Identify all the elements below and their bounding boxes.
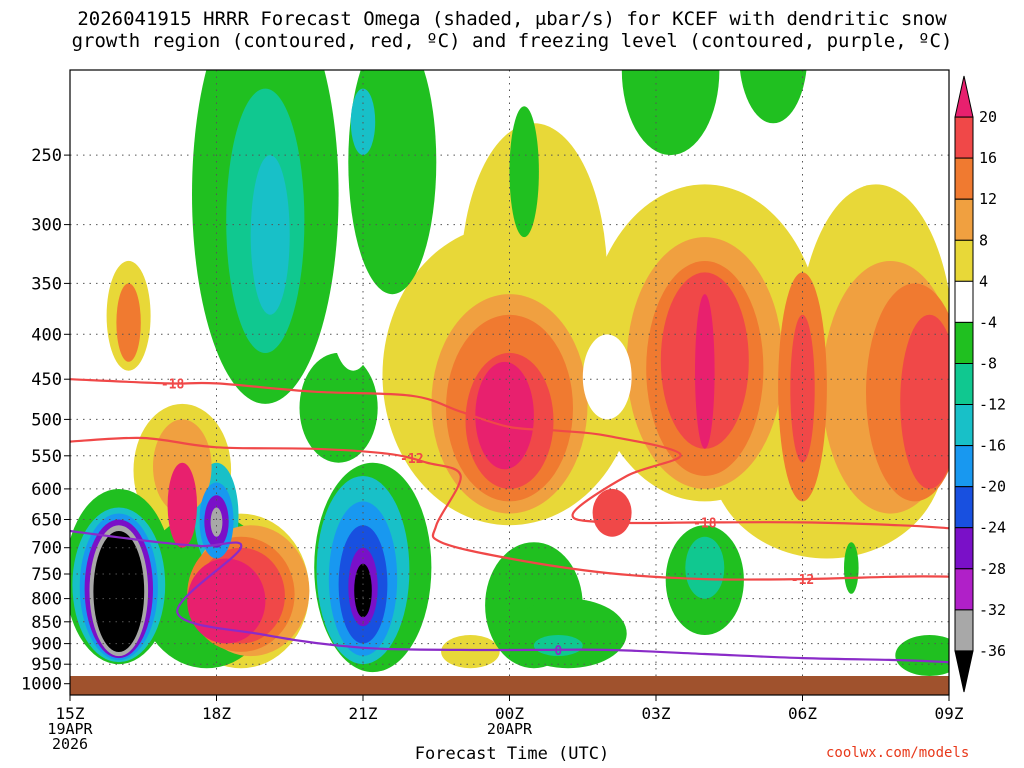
contour-label: -12	[791, 573, 814, 588]
colorbar-swatch	[954, 404, 974, 447]
omega-weak-area	[331, 260, 376, 371]
y-tick-label: 250	[31, 146, 62, 166]
omega-blob	[93, 531, 145, 652]
colorbar-swatch	[954, 445, 974, 488]
colorbar-arrow-top	[954, 75, 974, 118]
colorbar-label: -16	[979, 437, 1006, 455]
x-tick-label: 03Z	[642, 704, 671, 723]
x-tick-label: 06Z	[788, 704, 817, 723]
colorbar-label: 4	[979, 272, 988, 290]
colorbar-label: -24	[979, 519, 1006, 537]
y-tick-label: 600	[31, 480, 62, 500]
x-tick-sublabel: 20APR	[487, 720, 533, 738]
colorbar-swatch	[954, 116, 974, 159]
x-tick-label: 00Z	[495, 704, 524, 723]
terrain-ground	[70, 676, 949, 695]
x-tick-label: 15Z	[56, 704, 85, 723]
chart-title: 2026041915 HRRR Forecast Omega (shaded, …	[0, 8, 1024, 52]
colorbar-arrow-bottom	[954, 650, 974, 693]
contour-label: -12	[400, 452, 423, 467]
omega-blob	[187, 558, 266, 644]
contour-label: -18	[693, 516, 717, 531]
contour-line	[70, 436, 949, 581]
omega-blob	[475, 361, 534, 470]
y-tick-label: 800	[31, 590, 62, 610]
omega-blob	[509, 598, 627, 669]
colorbar-label: 16	[979, 149, 997, 167]
contour-line	[70, 378, 949, 530]
colorbar-swatch	[954, 363, 974, 406]
y-tick-label: 950	[31, 655, 62, 675]
contour-lines: -18 -12 -18 -12 0	[70, 377, 949, 664]
y-tick-label: 350	[31, 274, 62, 294]
y-axis: 2503003504004505005506006507007508008509…	[21, 146, 70, 695]
omega-blob	[695, 294, 715, 449]
colorbar-swatch	[954, 568, 974, 611]
y-tick-label: 850	[31, 613, 62, 633]
omega-blob	[210, 507, 223, 537]
colorbar-label: -32	[979, 601, 1006, 619]
colorbar-label: -8	[979, 355, 997, 373]
omega-blob	[739, 70, 807, 124]
omega-blob	[895, 635, 949, 676]
colorbar-swatch	[954, 239, 974, 282]
omega-blob	[350, 88, 376, 155]
colorbar-swatch	[954, 609, 974, 652]
title-line-1: 2026041915 HRRR Forecast Omega (shaded, …	[77, 8, 947, 30]
y-tick-label: 400	[31, 325, 62, 345]
title-line-2: growth region (contoured, red, ºC) and f…	[71, 30, 953, 52]
credit-text: coolwx.com/models	[826, 745, 970, 761]
omega-blob	[685, 536, 725, 599]
omega-blob	[299, 352, 378, 463]
y-tick-label: 650	[31, 511, 62, 531]
omega-blob	[250, 155, 290, 315]
colorbar-label: -4	[979, 313, 997, 331]
colorbar-label: -36	[979, 642, 1006, 660]
omega-blob	[509, 106, 539, 238]
y-tick-label: 500	[31, 410, 62, 430]
y-tick-label: 700	[31, 539, 62, 559]
omega-blob	[592, 488, 632, 537]
x-tick-label: 18Z	[202, 704, 231, 723]
omega-blob	[116, 283, 141, 362]
colorbar-swatch	[954, 157, 974, 200]
colorbar-swatch	[954, 280, 974, 323]
colorbar-label: -28	[979, 560, 1006, 578]
contour-label: 0	[554, 644, 562, 659]
contour-label: -18	[161, 377, 185, 392]
colorbar-label: 20	[979, 108, 997, 126]
omega-shading	[70, 70, 949, 676]
omega-weak-area	[582, 334, 632, 420]
omega-blob	[621, 70, 720, 156]
colorbar-label: -20	[979, 478, 1006, 496]
y-tick-label: 300	[31, 216, 62, 236]
colorbar-label: 8	[979, 231, 988, 249]
colorbar-swatch	[954, 198, 974, 241]
omega-blob	[844, 542, 859, 594]
x-tick-label: 09Z	[935, 704, 964, 723]
colorbar-swatch	[954, 486, 974, 529]
x-tick-sublabel: 19APR	[47, 720, 93, 738]
colorbar-swatch	[954, 527, 974, 570]
y-tick-label: 1000	[21, 675, 62, 695]
omega-blob	[900, 314, 949, 489]
y-tick-label: 550	[31, 447, 62, 467]
colorbar-swatch	[954, 321, 974, 364]
x-tick-sublabel: 2026	[52, 735, 88, 753]
colorbar-label: 12	[979, 190, 997, 208]
x-tick-label: 21Z	[349, 704, 378, 723]
omega-blob	[167, 462, 197, 548]
x-axis-title: Forecast Time (UTC)	[414, 744, 610, 764]
omega-blob	[441, 635, 500, 669]
y-tick-label: 900	[31, 635, 62, 655]
y-tick-label: 750	[31, 565, 62, 585]
contour-line	[70, 529, 949, 664]
y-tick-label: 450	[31, 370, 62, 390]
colorbar-label: -12	[979, 396, 1006, 414]
colorbar: 20 16 12 8 4 -4 -8 -12 -16 -20 -24 -28 -32 -36	[954, 75, 1006, 693]
